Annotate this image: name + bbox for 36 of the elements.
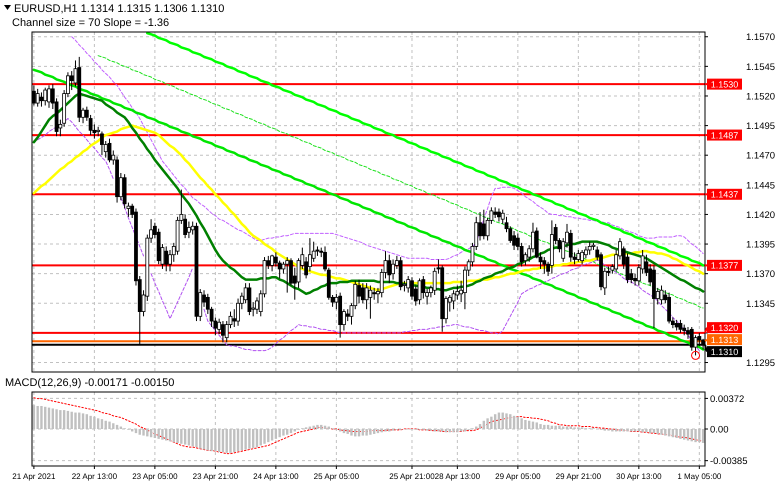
ref-line-label: 1.1530 — [710, 79, 738, 90]
x-tick-label: 25 Apr 21:00 — [389, 472, 436, 481]
x-tick-label: 28 Apr 13:00 — [434, 472, 481, 481]
y-tick-label: -0.00385 — [710, 456, 748, 468]
x-tick-label: 24 Apr 13:00 — [253, 472, 300, 481]
y-tick-label: 1.1470 — [746, 150, 776, 162]
chart-title: MACD(12,26,9) -0.00171 -0.00150 — [5, 377, 174, 389]
y-tick-label: 1.1395 — [746, 240, 776, 251]
y-tick-label: 1.1295 — [746, 358, 776, 370]
chart-title: EURUSD,H1 1.1314 1.1315 1.1306 1.1310 — [14, 3, 224, 15]
y-tick-label: 1.1495 — [746, 121, 776, 132]
y-tick-label: 1.1570 — [746, 32, 776, 44]
x-tick-label: 21 Apr 2021 — [12, 472, 56, 481]
y-tick-label: 1.1420 — [746, 210, 776, 221]
x-tick-label: 25 Apr 05:00 — [314, 472, 360, 481]
ref-line-label: 1.1310 — [710, 346, 738, 357]
ref-line-label: 1.1320 — [710, 322, 738, 333]
chart-subtitle: Channel size = 70 Slope = -1.36 — [12, 17, 170, 29]
x-tick-label: 30 Apr 13:00 — [616, 472, 662, 481]
ref-line-label: 1.1487 — [710, 130, 738, 140]
y-tick-label: 1.1545 — [746, 62, 776, 73]
x-tick-label: 29 Apr 21:00 — [556, 472, 602, 481]
y-tick-label: 1.1520 — [746, 91, 776, 102]
y-tick-label: 1.1445 — [746, 180, 776, 192]
ref-line-label: 1.1313 — [710, 334, 738, 345]
ref-line-label: 1.1377 — [710, 260, 738, 271]
y-tick-label: 0.00 — [710, 424, 728, 436]
x-tick-label: 22 Apr 13:00 — [72, 472, 118, 481]
y-tick-label: 1.1345 — [746, 298, 776, 310]
x-tick-label: 29 Apr 05:00 — [495, 472, 542, 481]
x-tick-label: 23 Apr 05:00 — [132, 472, 178, 481]
ref-line-label: 1.1437 — [710, 190, 738, 200]
y-tick-label: 1.1370 — [746, 269, 776, 280]
x-tick-label: 23 Apr 21:00 — [192, 472, 239, 481]
y-tick-label: 0.00372 — [710, 394, 744, 405]
x-tick-label: 1 May 05:00 — [677, 472, 722, 481]
